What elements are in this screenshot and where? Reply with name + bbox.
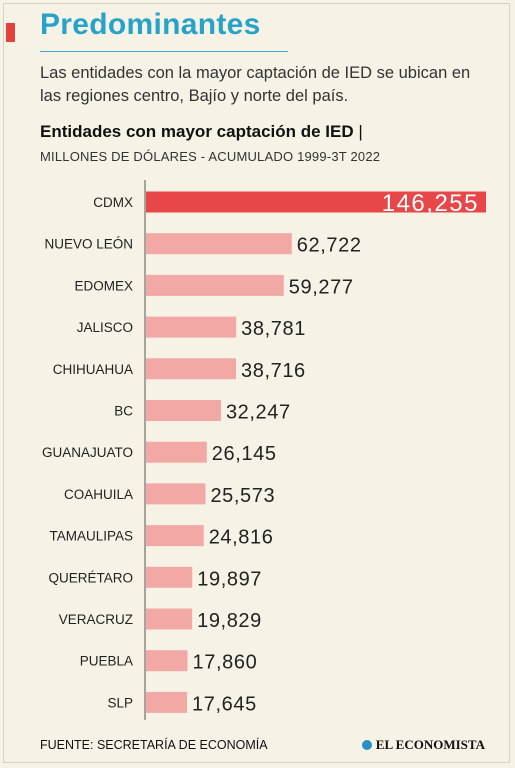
source-note: FUENTE: SECRETARÍA DE ECONOMÍA (40, 738, 268, 752)
bar (146, 316, 237, 338)
bar (146, 691, 188, 713)
bar (146, 441, 207, 463)
bars-group: CDMX 146,255 NUEVO LEÓN 62,722 EDOMEX 59,277 J… (42, 190, 486, 715)
bar (146, 566, 193, 588)
bar (146, 358, 237, 380)
category-label: TAMAULIPAS (49, 529, 133, 544)
value-label: 24,816 (209, 527, 274, 549)
category-label: CHIHUAHUA (53, 362, 133, 377)
value-label: 146,255 (382, 190, 479, 217)
bar (146, 525, 204, 547)
circle-logo-icon (361, 740, 372, 750)
chart-title: Entidades con mayor captación de IED (40, 122, 354, 141)
category-label: BC (114, 404, 133, 419)
bar (146, 650, 188, 672)
value-label: 17,645 (192, 693, 257, 715)
value-label: 17,860 (193, 652, 258, 674)
value-label: 26,145 (212, 443, 277, 465)
category-label: QUERÉTARO (48, 570, 133, 585)
value-label: 38,781 (241, 318, 306, 340)
category-label: PUEBLA (80, 654, 133, 669)
bar (146, 191, 486, 213)
brand-name: EL ECONOMISTA (375, 737, 485, 752)
value-label: 32,247 (226, 402, 291, 424)
bar (146, 608, 193, 630)
value-label: 19,829 (197, 610, 262, 632)
bar (146, 233, 292, 255)
bar (146, 274, 284, 296)
chart-subtitle: MILLONES DE DÓLARES - ACUMULADO 1999-3T … (40, 149, 381, 164)
page-title: Predominantes (40, 8, 261, 41)
page-subtitle: Las entidades con la mayor captación de … (40, 64, 471, 105)
title-accent-bar (6, 23, 15, 42)
category-label: EDOMEX (74, 278, 133, 293)
value-label: 38,716 (241, 360, 306, 382)
category-label: VERACRUZ (59, 612, 133, 627)
bar (146, 400, 221, 421)
category-label: NUEVO LEÓN (44, 237, 133, 252)
category-label: GUANAJUATO (42, 445, 133, 460)
category-label: COAHUILA (64, 487, 133, 502)
category-label: SLP (107, 695, 133, 710)
chart-title-separator: | (358, 122, 363, 141)
value-label: 59,277 (289, 276, 354, 298)
brand-logo: EL ECONOMISTA (361, 737, 485, 753)
category-label: CDMX (93, 195, 133, 210)
bar (146, 483, 206, 505)
value-label: 19,897 (197, 568, 262, 590)
title-underline (40, 51, 288, 52)
value-label: 62,722 (297, 235, 362, 257)
category-label: JALISCO (77, 320, 133, 335)
chart-title-row: Entidades con mayor captación de IED | (40, 122, 363, 142)
infographic-frame (3, 3, 510, 763)
value-label: 25,573 (210, 485, 275, 507)
